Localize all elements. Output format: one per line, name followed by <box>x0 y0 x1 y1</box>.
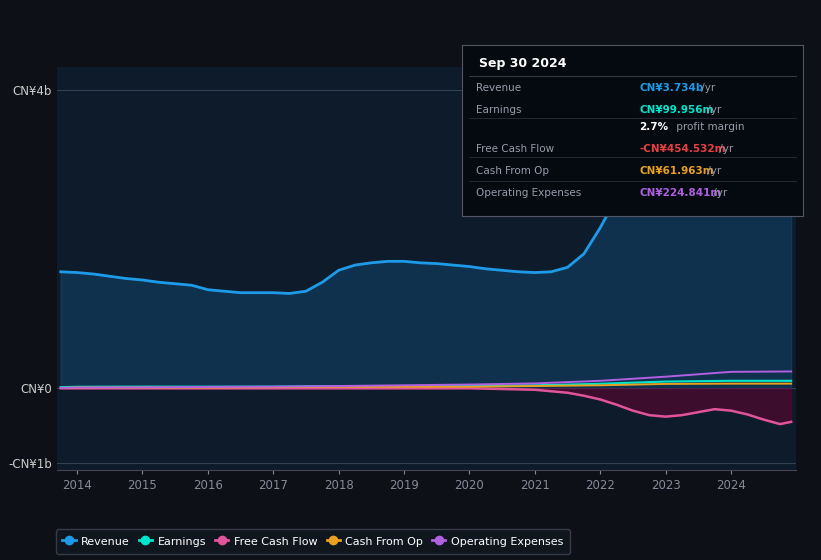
Text: Sep 30 2024: Sep 30 2024 <box>479 57 566 70</box>
Text: Revenue: Revenue <box>476 82 521 92</box>
Text: /yr: /yr <box>704 166 722 176</box>
Text: /yr: /yr <box>698 82 715 92</box>
Text: Free Cash Flow: Free Cash Flow <box>476 144 554 154</box>
Text: CN¥99.956m: CN¥99.956m <box>640 105 713 115</box>
Text: /yr: /yr <box>717 144 734 154</box>
Text: CN¥3.734b: CN¥3.734b <box>640 82 704 92</box>
Text: /yr: /yr <box>710 188 727 198</box>
Text: Earnings: Earnings <box>476 105 521 115</box>
Text: profit margin: profit margin <box>673 122 745 132</box>
Text: Operating Expenses: Operating Expenses <box>476 188 581 198</box>
Text: 2.7%: 2.7% <box>640 122 668 132</box>
Text: CN¥224.841m: CN¥224.841m <box>640 188 722 198</box>
Text: -CN¥454.532m: -CN¥454.532m <box>640 144 726 154</box>
Text: CN¥61.963m: CN¥61.963m <box>640 166 714 176</box>
Legend: Revenue, Earnings, Free Cash Flow, Cash From Op, Operating Expenses: Revenue, Earnings, Free Cash Flow, Cash … <box>56 529 570 553</box>
Text: /yr: /yr <box>704 105 722 115</box>
Text: Cash From Op: Cash From Op <box>476 166 549 176</box>
